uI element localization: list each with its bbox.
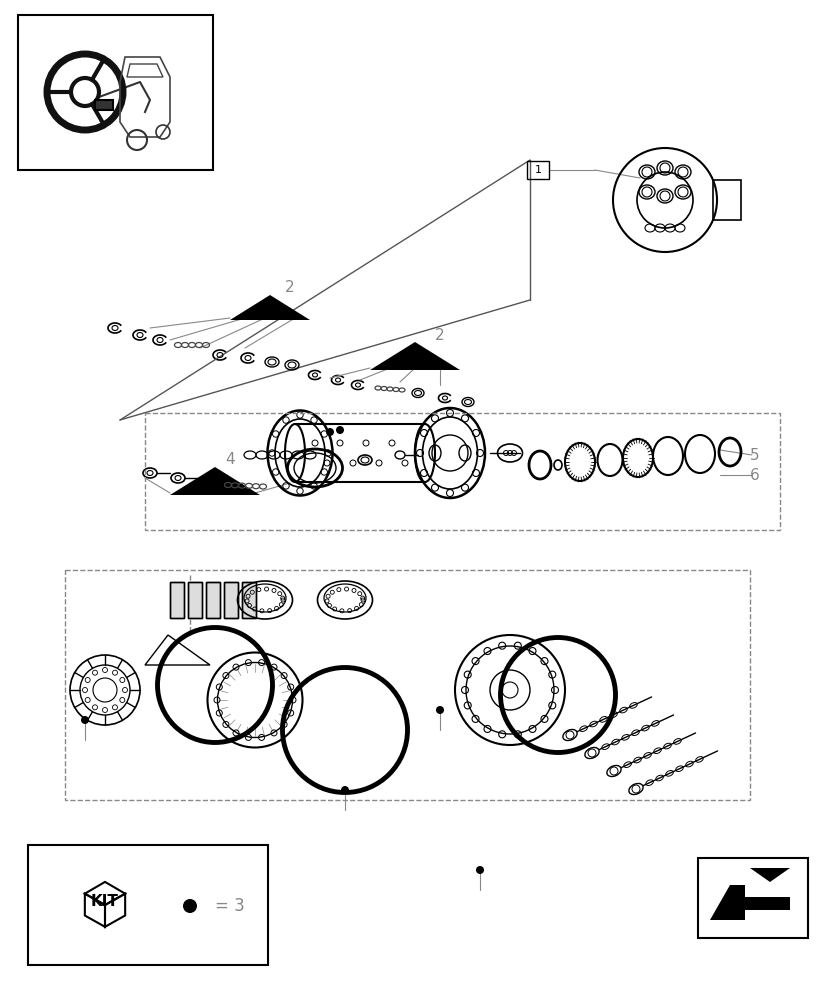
Bar — [95, 100, 112, 110]
Circle shape — [81, 716, 88, 724]
Text: KIT: KIT — [91, 894, 119, 909]
Polygon shape — [749, 868, 789, 882]
Bar — [224, 582, 237, 618]
Text: 6: 6 — [749, 468, 759, 483]
Polygon shape — [230, 295, 309, 320]
Bar — [188, 582, 202, 618]
Bar — [241, 582, 256, 618]
Bar — [170, 582, 184, 618]
Circle shape — [436, 706, 443, 714]
Bar — [241, 582, 256, 618]
Text: 5: 5 — [749, 448, 759, 462]
Bar — [697, 858, 807, 938]
Bar — [224, 582, 237, 618]
Circle shape — [326, 428, 333, 436]
Circle shape — [336, 426, 343, 434]
Bar — [188, 582, 202, 618]
Polygon shape — [370, 342, 460, 370]
Bar — [18, 15, 213, 170]
Bar — [170, 582, 184, 618]
Circle shape — [341, 786, 348, 794]
Polygon shape — [170, 467, 260, 495]
Circle shape — [183, 899, 197, 913]
Bar — [712, 180, 740, 220]
Circle shape — [476, 866, 484, 874]
Text: 2: 2 — [435, 328, 444, 342]
Polygon shape — [709, 885, 789, 920]
Text: 1: 1 — [534, 165, 541, 175]
Bar — [526, 161, 548, 179]
Bar — [206, 582, 220, 618]
Bar — [28, 845, 268, 965]
Text: 2: 2 — [284, 280, 294, 296]
Bar — [206, 582, 220, 618]
Text: 4: 4 — [225, 452, 235, 468]
Text: = 3: = 3 — [215, 897, 245, 915]
